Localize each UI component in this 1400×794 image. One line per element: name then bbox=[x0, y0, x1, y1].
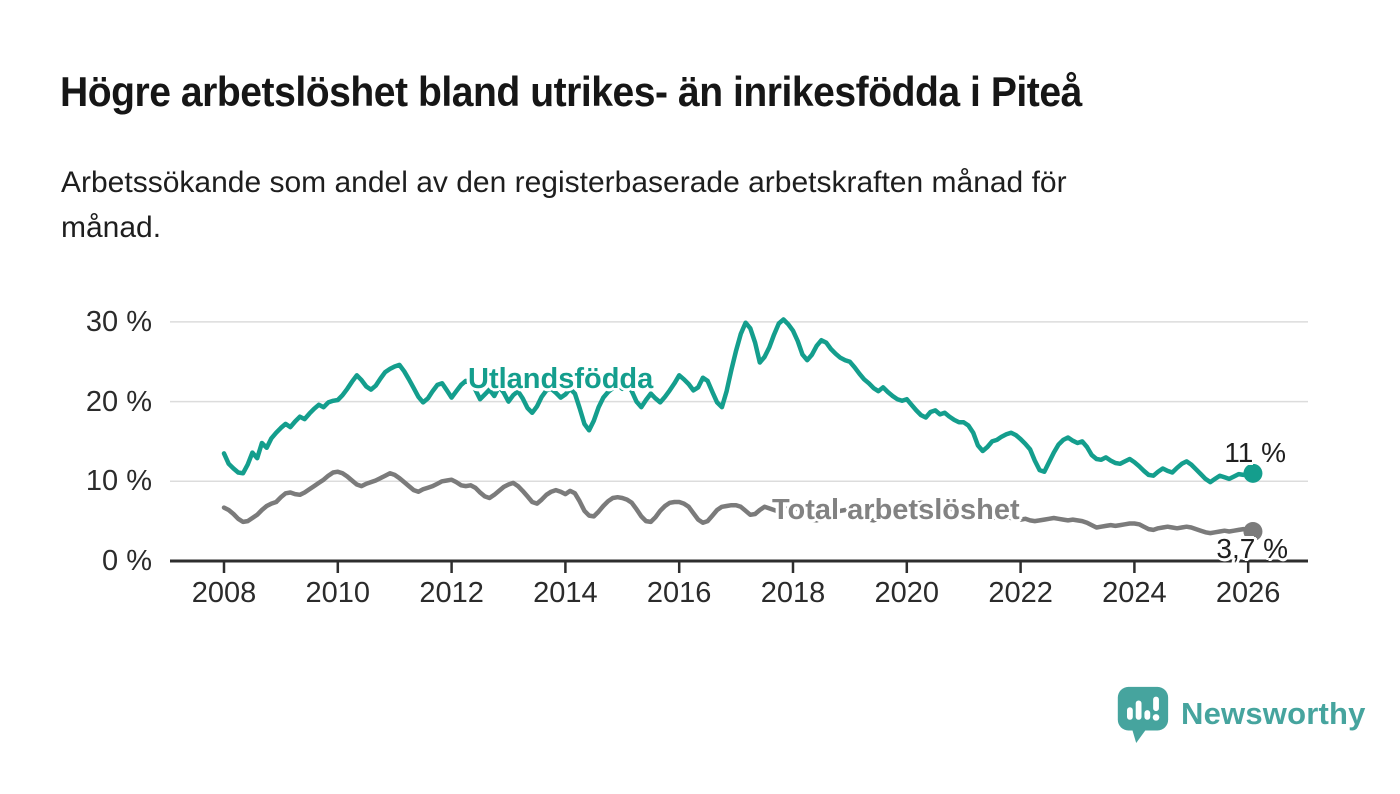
y-axis-tick-label: 10 % bbox=[85, 465, 152, 498]
x-axis-tick-label: 2022 bbox=[988, 577, 1053, 609]
end-value-label-total: 3,7 % bbox=[1216, 533, 1288, 564]
newsworthy-logo-icon bbox=[1117, 686, 1169, 744]
x-axis-tick-label: 2012 bbox=[419, 577, 484, 609]
x-axis-tick-label: 2020 bbox=[874, 577, 940, 609]
series-line-total bbox=[221, 469, 1256, 536]
end-value-label-utlandsfodda: 11 % bbox=[1224, 437, 1286, 468]
chart-subtitle: Arbetssökande som andel av den registerb… bbox=[61, 166, 1067, 244]
branding: Newsworthy bbox=[1112, 683, 1366, 745]
y-axis-tick-label: 30 % bbox=[85, 305, 152, 338]
x-axis-tick-label: 2024 bbox=[1102, 577, 1167, 609]
y-axis-tick-label: 20 % bbox=[85, 385, 152, 418]
x-axis-tick-label: 2010 bbox=[305, 577, 371, 609]
series-label-total-arbetsloshet: Total arbetslöshet bbox=[772, 494, 1020, 526]
y-axis-tick-label: 0 % bbox=[102, 545, 152, 577]
x-axis-tick-label: 2016 bbox=[646, 577, 712, 609]
x-axis-tick-label: 2008 bbox=[191, 577, 257, 609]
x-axis-tick-label: 2026 bbox=[1215, 577, 1281, 609]
x-axis-tick-label: 2014 bbox=[533, 577, 598, 609]
x-axis-tick-label: 2018 bbox=[760, 577, 826, 609]
series-end-dot-utlandsfodda bbox=[1243, 463, 1263, 483]
series-label-utlandsfodda: Utlandsfödda bbox=[468, 363, 654, 395]
series-line-utlandsfodda bbox=[221, 317, 1256, 485]
chart-title: Högre arbetslöshet bland utrikes- än inr… bbox=[60, 68, 1082, 115]
series-end-dot-total bbox=[1243, 522, 1263, 542]
brand-name: Newsworthy bbox=[1181, 696, 1366, 731]
